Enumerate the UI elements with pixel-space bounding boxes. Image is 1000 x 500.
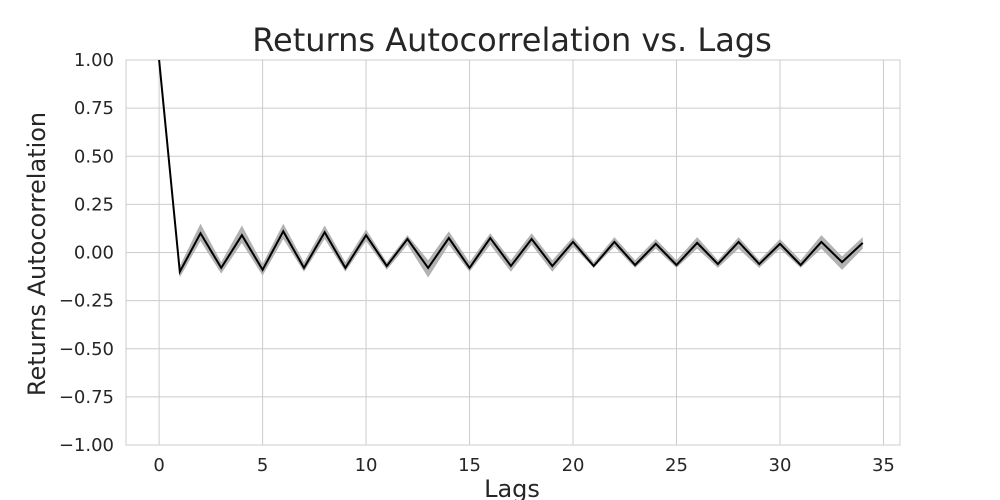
x-tick-label: 30 [769,455,792,476]
grid [126,59,900,446]
y-tick-label: −0.50 [59,339,114,360]
y-tick-label: −0.25 [59,291,114,312]
y-tick-label: −0.75 [59,387,114,408]
y-axis-label: Returns Autocorrelation [23,112,51,396]
confidence-band [159,60,863,278]
y-axis-ticks: 1.00 0.75 0.50 0.25 0.00 −0.25 −0.50 −0.75 −1.00 [59,50,114,456]
autocorrelation-line [158,59,864,276]
x-tick-label: 35 [872,455,895,476]
y-tick-label: 0.00 [74,243,114,264]
y-tick-label: 0.75 [74,98,114,119]
chart-title: Returns Autocorrelation vs. Lags [252,21,772,59]
x-tick-label: 10 [355,455,378,476]
y-tick-label: −1.00 [59,435,114,456]
y-tick-label: 1.00 [74,50,114,71]
x-tick-label: 25 [665,455,688,476]
data-points [159,59,863,272]
x-tick-label: 15 [458,455,481,476]
confidence-band-area [159,60,863,278]
x-tick-label: 20 [562,455,585,476]
plot-frame [125,59,901,446]
x-tick-label: 5 [257,455,268,476]
y-tick-label: 0.25 [74,194,114,215]
x-axis-label: Lags [484,475,540,500]
y-tick-label: 0.50 [74,146,114,167]
x-tick-label: 0 [153,455,164,476]
x-axis-ticks: 0 5 10 15 20 25 30 35 [153,455,895,476]
series-line [158,59,864,276]
